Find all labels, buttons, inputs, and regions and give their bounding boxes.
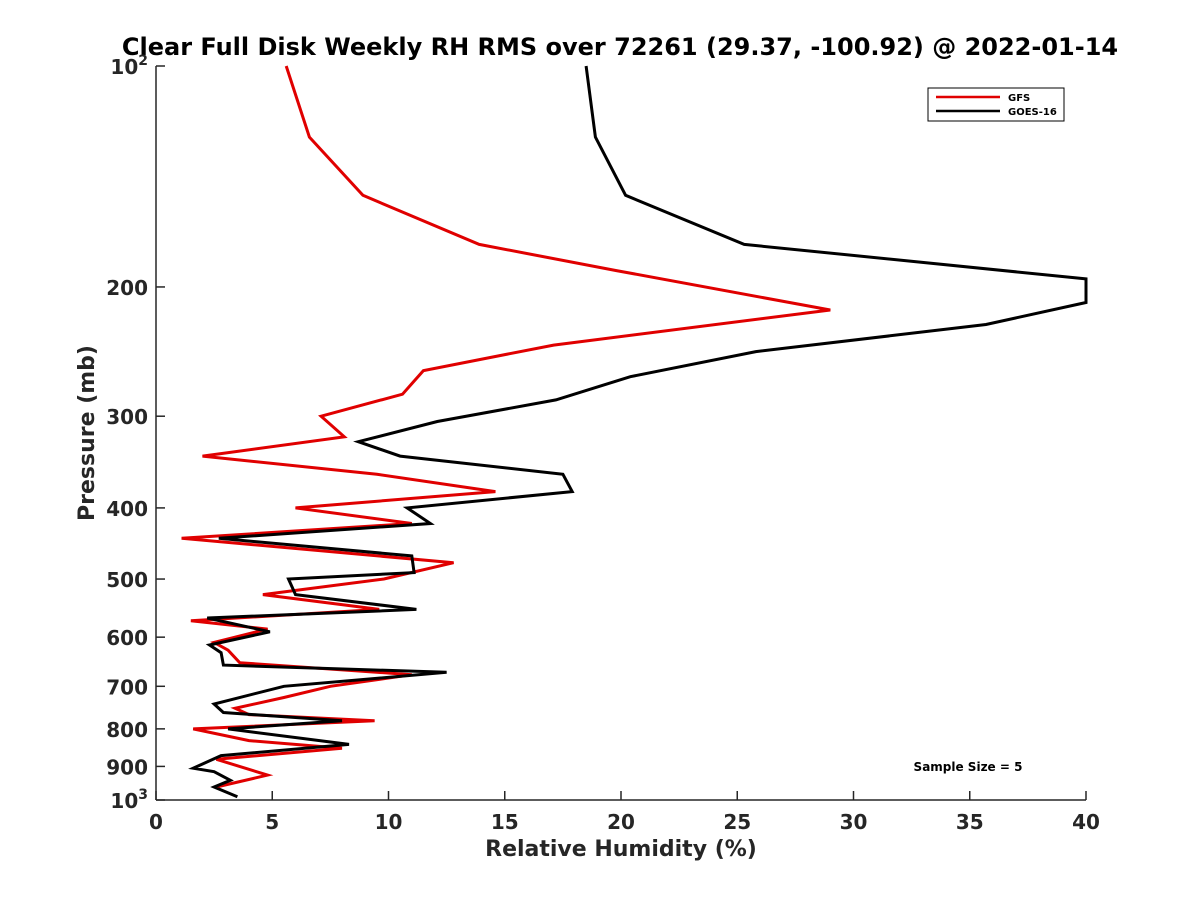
x-ticks: 0 5 10 15 20 25 30 35 40 — [149, 791, 1100, 834]
chart-title: Clear Full Disk Weekly RH RMS over 72261… — [122, 33, 1118, 61]
x-tick-label: 0 — [149, 810, 163, 834]
y-tick-label: 700 — [106, 675, 148, 699]
legend-label-gfs: GFS — [1008, 93, 1030, 104]
y-ticks: 102 200 300 400 500 600 700 800 900 103 — [106, 53, 165, 813]
x-axis-label: Relative Humidity (%) — [485, 837, 757, 862]
x-tick-label: 30 — [840, 810, 868, 834]
legend-box — [927, 87, 1065, 122]
y-tick-label: 900 — [106, 755, 148, 779]
x-tick-label: 25 — [723, 810, 751, 834]
y-tick-label: 500 — [106, 568, 148, 592]
x-tick-label: 40 — [1072, 810, 1100, 834]
legend-label-goes16: GOES-16 — [1008, 107, 1057, 118]
y-axis-label: Pressure (mb) — [75, 345, 100, 521]
x-tick-label: 5 — [265, 810, 279, 834]
y-tick-label: 800 — [106, 718, 148, 742]
series-line-goes16 — [188, 65, 1088, 799]
y-tick-label: 102 — [110, 53, 148, 79]
y-tick-label: 103 — [110, 787, 148, 813]
x-tick-label: 20 — [607, 810, 635, 834]
x-tick-label: 35 — [956, 810, 984, 834]
legend: GFS GOES-16 — [927, 87, 1065, 122]
series-line-gfs — [181, 65, 831, 789]
y-tick-label: 600 — [106, 626, 148, 650]
x-tick-label: 10 — [375, 810, 403, 834]
y-tick-label: 200 — [106, 276, 148, 300]
y-tick-label: 400 — [106, 497, 148, 521]
y-tick-label: 300 — [106, 405, 148, 429]
plot-area — [156, 66, 1086, 800]
sample-size-annotation: Sample Size = 5 — [914, 760, 1023, 774]
x-tick-label: 15 — [491, 810, 519, 834]
series-layer — [181, 65, 1088, 799]
